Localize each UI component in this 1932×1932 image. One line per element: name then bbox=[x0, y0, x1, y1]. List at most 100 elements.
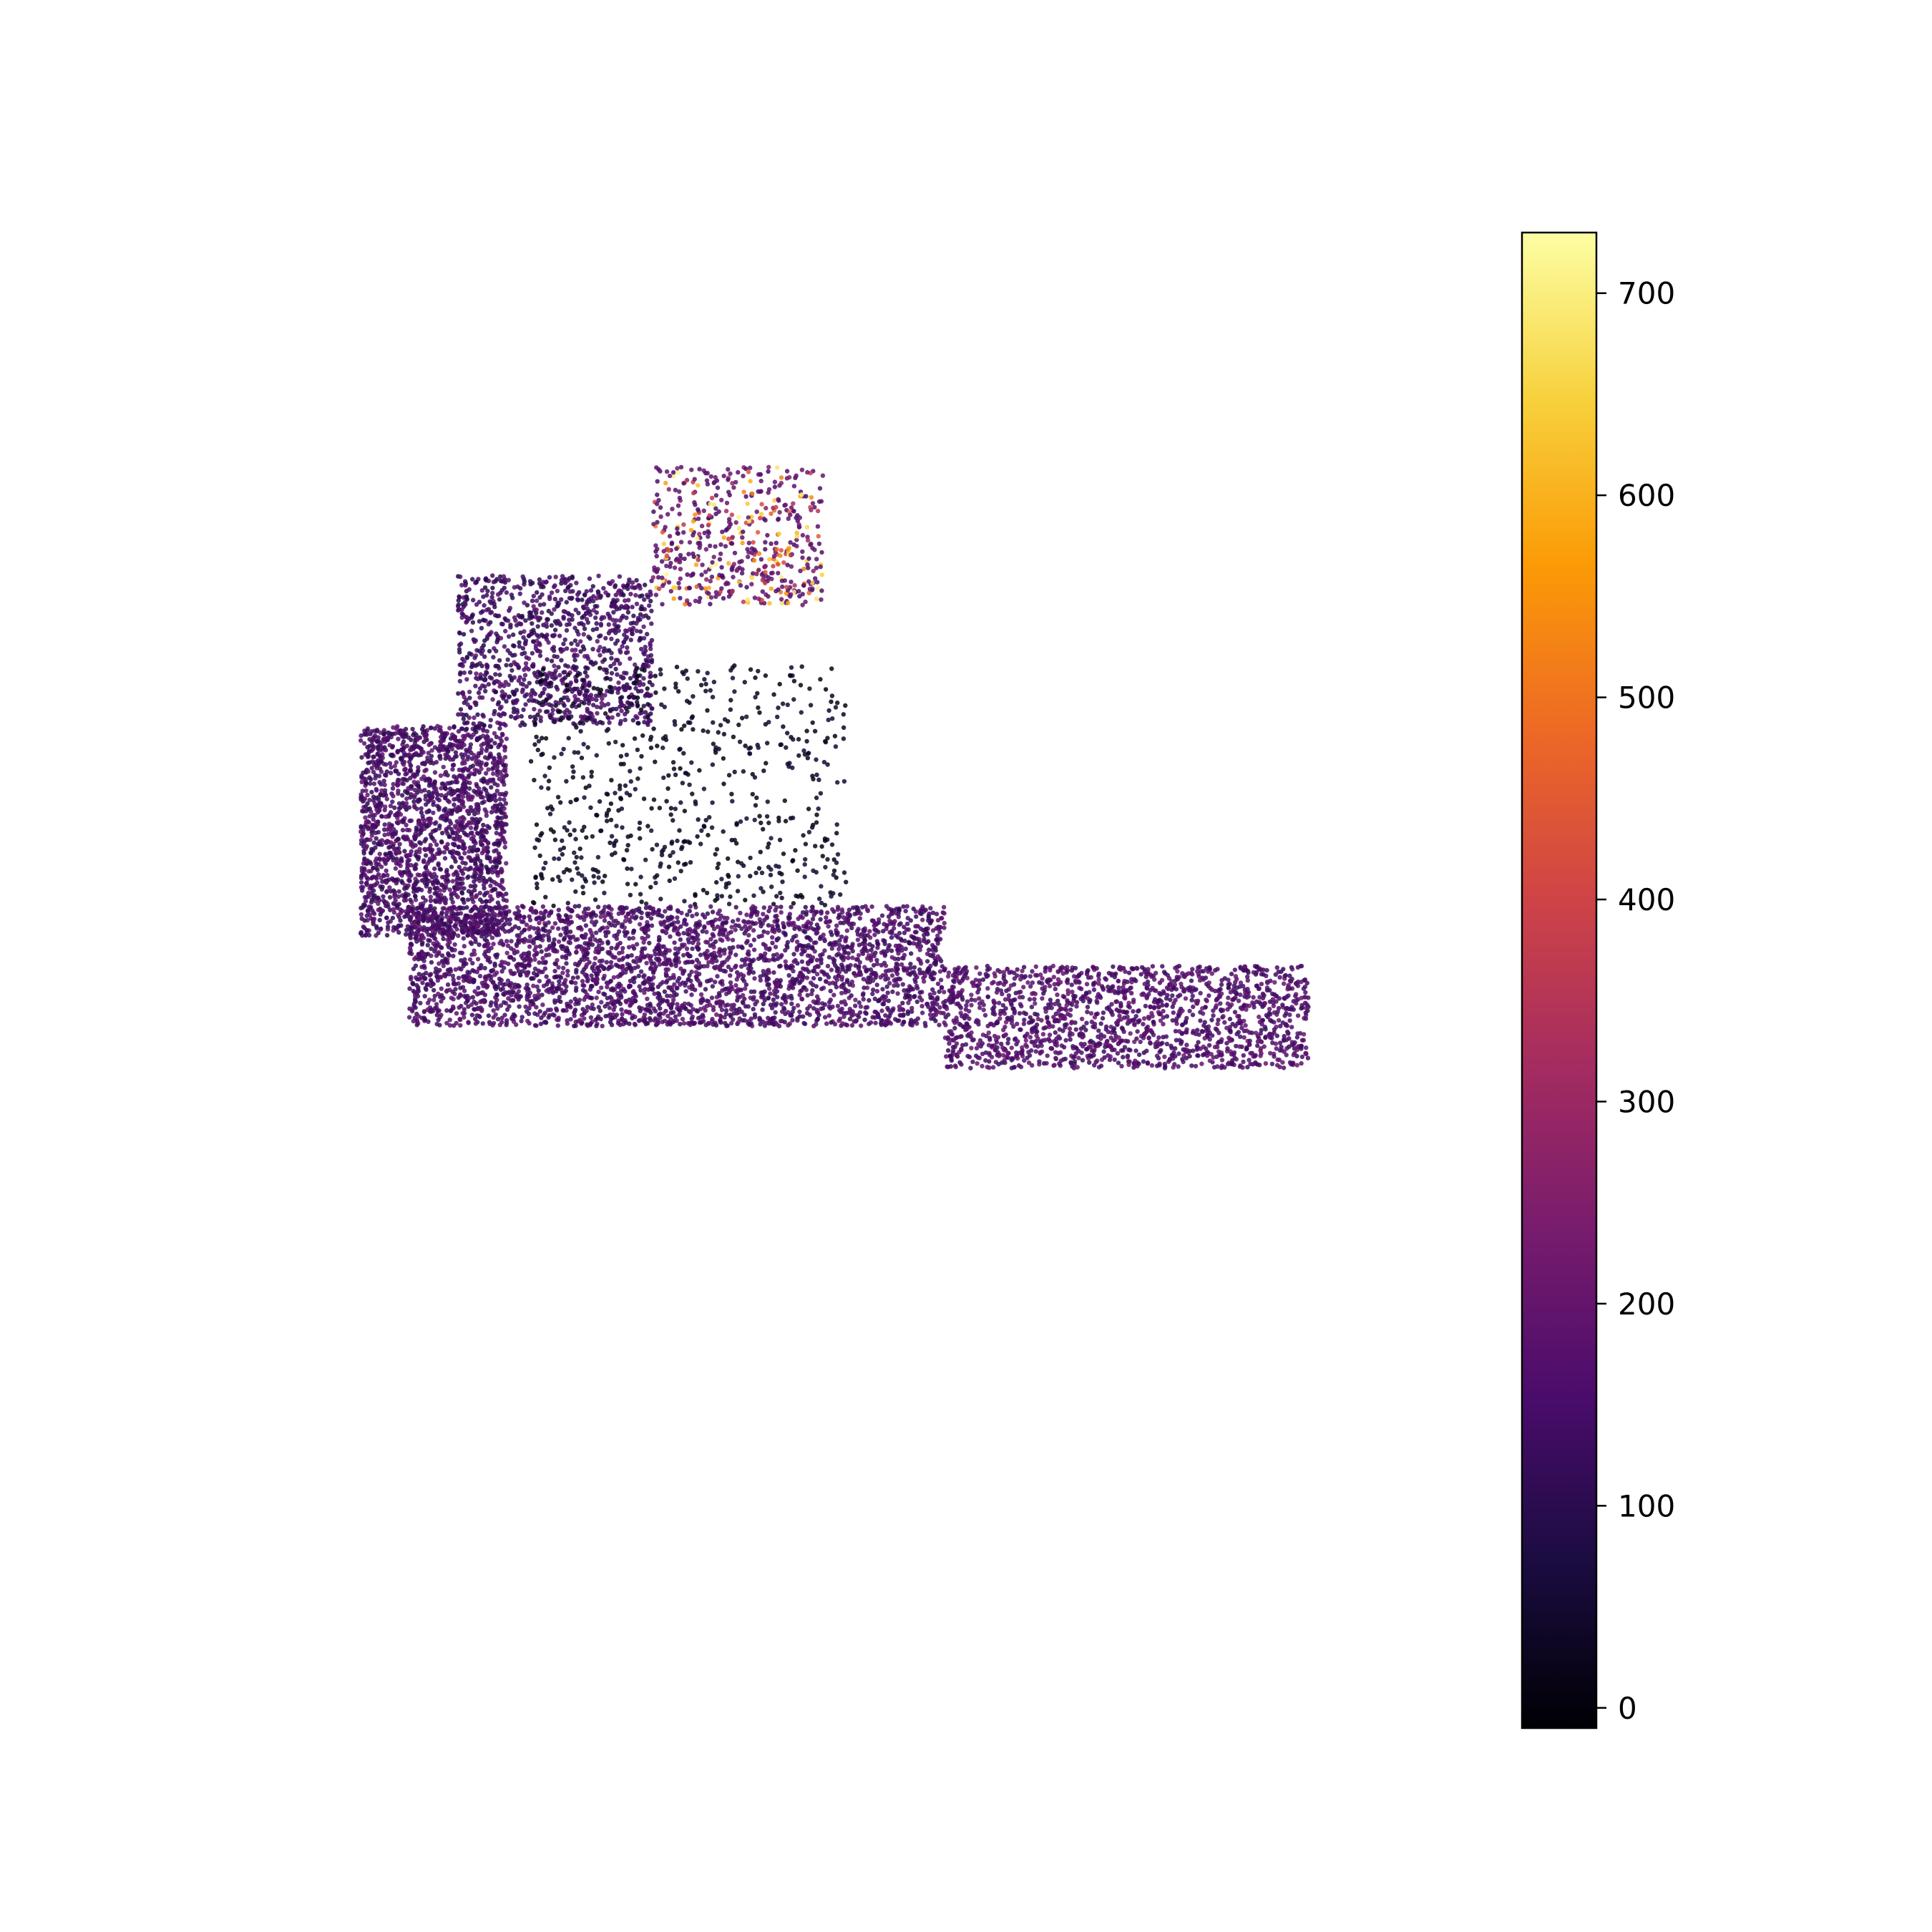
scatter-point bbox=[660, 929, 665, 934]
scatter-point bbox=[647, 940, 652, 946]
scatter-point bbox=[905, 915, 910, 921]
scatter-point bbox=[396, 789, 401, 794]
scatter-point bbox=[606, 904, 612, 909]
scatter-point bbox=[398, 918, 403, 923]
scatter-point bbox=[874, 982, 879, 987]
scatter-point bbox=[675, 919, 680, 924]
scatter-point bbox=[433, 936, 438, 942]
scatter-point bbox=[906, 1000, 911, 1005]
scatter-point bbox=[374, 760, 379, 765]
scatter-point bbox=[390, 915, 396, 921]
scatter-point bbox=[735, 970, 740, 975]
scatter-point bbox=[477, 875, 482, 881]
scatter-point bbox=[415, 783, 421, 789]
scatter-point bbox=[779, 1002, 784, 1007]
scatter-point bbox=[417, 915, 422, 920]
scatter-point bbox=[457, 1016, 462, 1022]
scatter-point bbox=[453, 923, 458, 929]
scatter-point bbox=[358, 912, 364, 917]
scatter-point bbox=[832, 942, 838, 947]
scatter-point bbox=[847, 1016, 853, 1022]
scatter-point bbox=[464, 809, 470, 814]
scatter-point bbox=[438, 739, 443, 744]
scatter-point bbox=[644, 960, 649, 966]
scatter-point bbox=[605, 985, 610, 990]
scatter-point bbox=[680, 1017, 686, 1022]
scatter-point bbox=[371, 888, 376, 893]
scatter-point bbox=[915, 1016, 921, 1021]
scatter-point bbox=[582, 997, 587, 1002]
scatter-point bbox=[852, 1019, 857, 1024]
scatter-point bbox=[588, 913, 593, 918]
scatter-point bbox=[362, 894, 368, 900]
scatter-point bbox=[373, 859, 378, 864]
scatter-point bbox=[609, 1023, 615, 1028]
scatter-point bbox=[878, 975, 883, 980]
scatter-point bbox=[467, 773, 472, 779]
scatter-point bbox=[708, 943, 713, 948]
scatter-point bbox=[509, 927, 514, 933]
scatter-point bbox=[563, 977, 568, 982]
scatter-point bbox=[396, 806, 402, 811]
scatter-point bbox=[891, 922, 897, 927]
scatter-point bbox=[902, 1020, 907, 1025]
scatter-point bbox=[377, 780, 382, 785]
scatter-point bbox=[771, 997, 776, 1002]
scatter-point bbox=[642, 973, 647, 978]
scatter-point bbox=[678, 1022, 683, 1027]
scatter-point bbox=[488, 894, 493, 899]
scatter-point bbox=[775, 923, 780, 928]
scatter-point bbox=[839, 977, 844, 982]
scatter-point bbox=[550, 925, 555, 930]
scatter-point bbox=[441, 744, 447, 749]
scatter-point bbox=[770, 1015, 775, 1021]
scatter-point bbox=[412, 998, 418, 1004]
scatter-point bbox=[499, 925, 504, 930]
scatter-point bbox=[433, 947, 438, 952]
scatter-point bbox=[713, 1020, 718, 1025]
scatter-point bbox=[424, 882, 429, 887]
scatter-point bbox=[484, 983, 489, 988]
scatter-point bbox=[481, 822, 486, 828]
scatter-point bbox=[615, 974, 620, 980]
scatter-point bbox=[491, 942, 496, 947]
scatter-point bbox=[630, 914, 635, 919]
scatter-point bbox=[688, 904, 693, 909]
scatter-point bbox=[710, 984, 716, 989]
scatter-point bbox=[484, 912, 489, 917]
scatter-point bbox=[547, 952, 552, 957]
scatter-point bbox=[647, 1016, 653, 1021]
scatter-point bbox=[693, 923, 698, 928]
scatter-point bbox=[828, 988, 833, 994]
scatter-point bbox=[552, 921, 558, 926]
scatter-point bbox=[605, 941, 610, 946]
scatter-point bbox=[431, 872, 437, 877]
scatter-point bbox=[886, 1015, 891, 1020]
scatter-point bbox=[799, 987, 804, 993]
scatter-point bbox=[396, 889, 401, 894]
scatter-point bbox=[394, 812, 399, 818]
scatter-point bbox=[779, 904, 784, 909]
scatter-point bbox=[835, 907, 841, 912]
scatter-point bbox=[841, 920, 846, 926]
scatter-point bbox=[600, 946, 605, 952]
scatter-point bbox=[451, 1023, 457, 1028]
scatter-point bbox=[733, 927, 738, 932]
scatter-point bbox=[691, 940, 696, 945]
scatter-point bbox=[779, 952, 784, 958]
scatter-point bbox=[374, 924, 379, 929]
scatter-point bbox=[723, 986, 728, 992]
scatter-point bbox=[791, 959, 796, 965]
scatter-point bbox=[478, 791, 483, 796]
scatter-point bbox=[371, 874, 376, 879]
scatter-point bbox=[447, 887, 452, 892]
scatter-point bbox=[713, 980, 718, 985]
scatter-point bbox=[381, 894, 386, 899]
scatter-point bbox=[577, 1018, 582, 1023]
scatter-point bbox=[810, 904, 815, 909]
scatter-point bbox=[376, 829, 381, 835]
scatter-point bbox=[415, 769, 420, 774]
scatter-point bbox=[467, 820, 472, 825]
scatter-point bbox=[656, 938, 662, 943]
scatter-point bbox=[942, 920, 947, 926]
